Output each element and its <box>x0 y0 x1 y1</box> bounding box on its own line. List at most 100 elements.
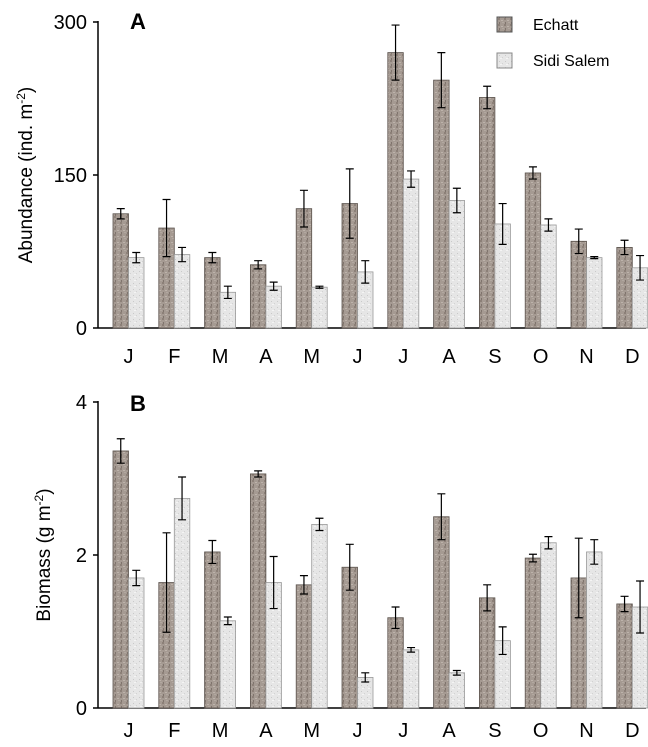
panel-b-errorbar-sidi-salem-4 <box>315 517 324 532</box>
panel-a-errorbar-sidi-salem-9 <box>544 218 553 232</box>
panel-a-ytick-0: 0 <box>76 318 87 340</box>
panel-a-errorbar-sidi-salem-4 <box>315 285 324 289</box>
panel-b-month-label-9: O <box>533 720 549 742</box>
panel-a-ytick-150: 150 <box>54 165 87 187</box>
panel-a-errorbar-sidi-salem-0 <box>132 251 141 264</box>
panel-a-ylabel: Abundance (ind. m-2) <box>14 87 37 264</box>
panel-a-bar-echatt-2 <box>204 257 221 329</box>
panel-a-bar-sidi-salem-7 <box>448 200 466 329</box>
panel-b-errorbar-sidi-salem-3 <box>269 555 278 610</box>
panel-b-bar-echatt-9 <box>524 557 542 709</box>
panel-a-errorbar-sidi-salem-8 <box>498 202 507 245</box>
panel-a-bar-sidi-salem-6 <box>402 178 420 329</box>
panel-b-errorbar-sidi-salem-7 <box>452 669 461 676</box>
panel-a-bar-sidi-salem-9 <box>540 224 557 329</box>
panel-b-errorbar-echatt-7 <box>437 493 446 541</box>
panel-a-month-label-10: N <box>579 346 593 368</box>
panel-b-errorbar-sidi-salem-9 <box>544 536 553 550</box>
panel-a-ytick-300: 300 <box>54 12 87 34</box>
panel-a-bar-echatt-6 <box>387 52 404 329</box>
panel-a-month-label-2: M <box>212 346 229 368</box>
panel-a-month-label-6: J <box>398 346 408 368</box>
panel-b-bar-echatt-2 <box>204 551 221 709</box>
panel-a-month-label-9: O <box>533 346 549 368</box>
panel-a-marks <box>112 24 648 329</box>
panel-b-errorbar-echatt-1 <box>162 532 171 633</box>
panel-b-month-label-2: M <box>212 720 229 742</box>
panel-a-errorbar-sidi-salem-1 <box>178 246 187 263</box>
legend-swatch-echatt <box>496 16 513 33</box>
panel-a-bar-echatt-11 <box>616 247 633 329</box>
panel-a-errorbar-echatt-8 <box>483 85 492 110</box>
panel-b-errorbar-sidi-salem-2 <box>223 616 232 626</box>
panel-a-errorbar-sidi-salem-6 <box>407 170 416 188</box>
panel-a-month-label-7: A <box>442 346 456 368</box>
panel-a-bar-echatt-3 <box>249 264 267 329</box>
panel-a-bar-echatt-9 <box>524 172 542 329</box>
panel-b-errorbar-echatt-0 <box>116 438 125 464</box>
panel-b-month-label-0: J <box>124 720 134 742</box>
panel-a-bar-sidi-salem-4 <box>311 286 328 329</box>
panel-b-errorbar-sidi-salem-11 <box>636 580 645 634</box>
panel-b-ylabel: Biomass (g m-2) <box>32 488 55 621</box>
panel-b-label: B <box>130 391 146 416</box>
panel-a-errorbar-echatt-9 <box>528 166 537 180</box>
panel-b-month-label-11: D <box>625 720 639 742</box>
legend-swatch-sidi-salem <box>496 52 513 69</box>
panel-a-errorbar-echatt-11 <box>620 239 629 256</box>
panel-b-bar-sidi-salem-2 <box>219 620 237 709</box>
panel-a-errorbar-echatt-1 <box>162 198 171 258</box>
panel-b-errorbar-echatt-10 <box>574 537 583 619</box>
panel-b-errorbar-echatt-11 <box>620 595 629 613</box>
panel-a-errorbar-sidi-salem-7 <box>452 187 461 214</box>
panel-a-errorbar-sidi-salem-10 <box>590 256 599 260</box>
panel-b-bar-sidi-salem-10 <box>586 551 603 709</box>
panel-a-bar-sidi-salem-0 <box>128 257 145 329</box>
panel-b-ytick-4: 4 <box>76 392 87 414</box>
panel-a-errorbar-echatt-0 <box>116 208 125 220</box>
panel-b-bar-sidi-salem-6 <box>402 649 420 709</box>
panel-b-bar-echatt-3 <box>249 473 267 709</box>
panel-b: B Biomass (g m-2) 0 2 4 J F M A M J J A S O N D <box>32 391 648 742</box>
panel-b-month-label-7: A <box>442 720 456 742</box>
legend-label-echatt: Echatt <box>533 17 579 34</box>
panel-b-bar-echatt-0 <box>112 450 129 709</box>
legend: Echatt Sidi Salem <box>496 16 609 70</box>
panel-a: A Abundance (ind. m-2) 0 150 300 J F M A M J J… <box>14 9 648 368</box>
panel-b-month-label-6: J <box>398 720 408 742</box>
panel-a-month-label-0: J <box>124 346 134 368</box>
panel-b-month-label-8: S <box>488 720 501 742</box>
panel-b-errorbar-echatt-3 <box>254 470 263 478</box>
panel-b-month-label-4: M <box>303 720 320 742</box>
panel-b-errorbar-echatt-5 <box>345 543 354 591</box>
panel-b-errorbar-echatt-4 <box>299 575 308 595</box>
panel-a-bar-echatt-7 <box>433 79 450 329</box>
panel-a-month-label-5: J <box>353 346 363 368</box>
panel-a-errorbar-sidi-salem-3 <box>269 281 278 291</box>
panel-a-errorbar-sidi-salem-5 <box>361 260 370 284</box>
panel-b-month-label-1: F <box>168 720 180 742</box>
panel-b-bar-echatt-8 <box>478 597 496 709</box>
panel-a-errorbar-echatt-2 <box>208 251 217 264</box>
panel-b-errorbar-echatt-6 <box>391 606 400 630</box>
panel-b-errorbar-echatt-9 <box>528 553 537 563</box>
panel-b-bar-sidi-salem-0 <box>128 577 145 709</box>
panel-b-bar-echatt-7 <box>433 516 450 709</box>
panel-a-month-label-11: D <box>625 346 639 368</box>
panel-b-errorbar-sidi-salem-1 <box>178 476 187 521</box>
panel-a-label: A <box>130 9 146 34</box>
panel-a-bar-echatt-8 <box>478 97 496 329</box>
panel-b-month-label-10: N <box>579 720 593 742</box>
panel-a-errorbar-echatt-3 <box>254 260 263 270</box>
panel-b-errorbar-sidi-salem-8 <box>498 626 507 656</box>
panel-b-month-label-5: J <box>353 720 363 742</box>
panel-a-errorbar-sidi-salem-2 <box>223 285 232 300</box>
panel-a-errorbar-echatt-5 <box>345 168 354 239</box>
panel-a-errorbar-echatt-10 <box>574 228 583 255</box>
panel-a-errorbar-echatt-4 <box>299 189 308 228</box>
panel-b-errorbar-sidi-salem-10 <box>590 539 599 565</box>
panel-a-errorbar-echatt-7 <box>437 52 446 109</box>
